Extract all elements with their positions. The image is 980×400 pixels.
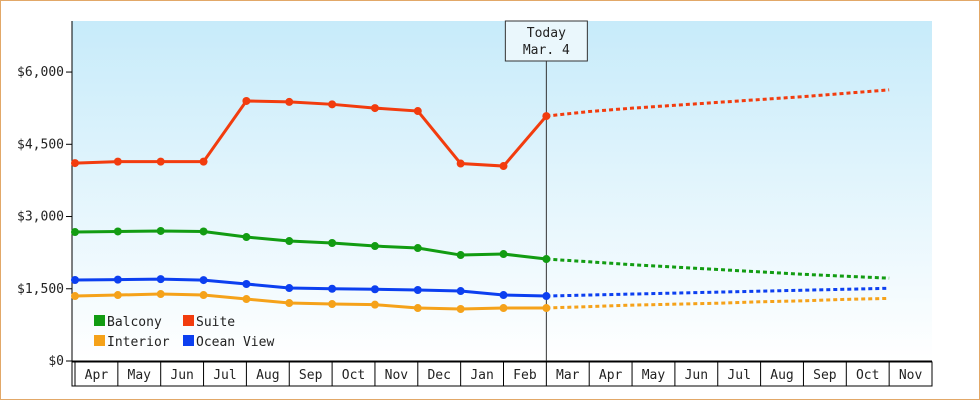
x-tick-label: Jan [470,368,493,383]
data-point [199,227,208,236]
data-point [242,96,251,105]
legend-label: Interior [107,335,170,350]
x-tick-label: May [128,368,152,383]
legend-label: Ocean View [196,335,274,350]
x-tick-label: May [642,368,666,383]
legend-label: Suite [196,315,235,330]
x-tick-label: Sep [299,368,323,383]
x-tick-label: Aug [256,368,279,383]
data-point [242,295,251,304]
data-point [499,291,508,300]
x-tick-label: Jul [213,368,236,383]
x-tick-label: Dec [427,368,450,383]
data-point [71,275,79,284]
y-tick-label: $6,000 [17,65,64,80]
data-point [285,284,294,293]
projection-line [546,296,890,310]
data-point [413,107,422,116]
data-point [242,233,251,242]
data-point [413,286,422,295]
data-point [456,287,465,296]
data-point [499,250,508,259]
data-point [71,228,79,237]
projection-line [546,88,890,118]
series-line [74,277,547,298]
x-tick-label: Sep [813,368,837,383]
data-point [499,162,508,171]
data-point [199,276,208,285]
data-point [499,304,508,313]
data-point [71,292,79,301]
projection-line [546,286,890,298]
data-point [370,242,379,251]
data-point [156,226,165,235]
y-tick-label: $3,000 [17,210,64,225]
x-tick-label: Oct [856,368,879,383]
x-tick-label: Jun [170,368,193,383]
data-point [542,304,551,313]
data-point [113,291,122,300]
y-tick-label: $1,500 [17,282,64,297]
today-label: Today [527,26,566,41]
data-point [156,290,165,299]
data-point [370,285,379,294]
legend-swatch [183,335,194,346]
legend-swatch [94,335,105,346]
projection-line [546,257,890,280]
legend-swatch [94,315,105,326]
data-point [113,157,122,166]
data-point [156,275,165,284]
data-point [456,304,465,313]
data-point [285,97,294,106]
data-point [242,279,251,288]
data-point [199,291,208,300]
today-label: Mar. 4 [523,43,570,58]
x-tick-label: Jul [727,368,750,383]
y-tick-label: $0 [48,354,64,369]
x-tick-label: Oct [342,368,365,383]
data-point [370,300,379,309]
data-point [328,239,337,248]
series-line [74,292,547,311]
x-tick-label: Apr [85,368,109,383]
x-tick-label: Nov [385,368,409,383]
data-point [113,275,122,284]
y-tick-label: $4,500 [17,137,64,152]
series-line [74,99,548,168]
x-tick-label: Nov [899,368,923,383]
x-tick-label: Mar [556,368,580,383]
data-point [542,255,551,264]
data-point [328,100,337,109]
data-point [285,237,294,246]
x-tick-label: Feb [513,368,537,383]
data-point [456,159,465,168]
x-tick-label: Jun [685,368,708,383]
series-line [74,229,547,261]
data-point [370,104,379,113]
data-point [71,159,79,168]
data-point [456,251,465,260]
data-point [328,284,337,293]
x-tick-label: Aug [770,368,793,383]
legend-label: Balcony [107,315,162,330]
data-point [542,292,551,301]
data-point [156,157,165,166]
data-point [285,299,294,308]
x-axis-band [71,361,933,387]
x-tick-label: Apr [599,368,623,383]
data-point [199,157,208,166]
data-point [328,300,337,309]
data-point [113,227,122,236]
data-point [413,304,422,313]
data-point [413,244,422,253]
legend-swatch [183,315,194,326]
today-box [504,20,588,62]
data-point [542,112,551,121]
